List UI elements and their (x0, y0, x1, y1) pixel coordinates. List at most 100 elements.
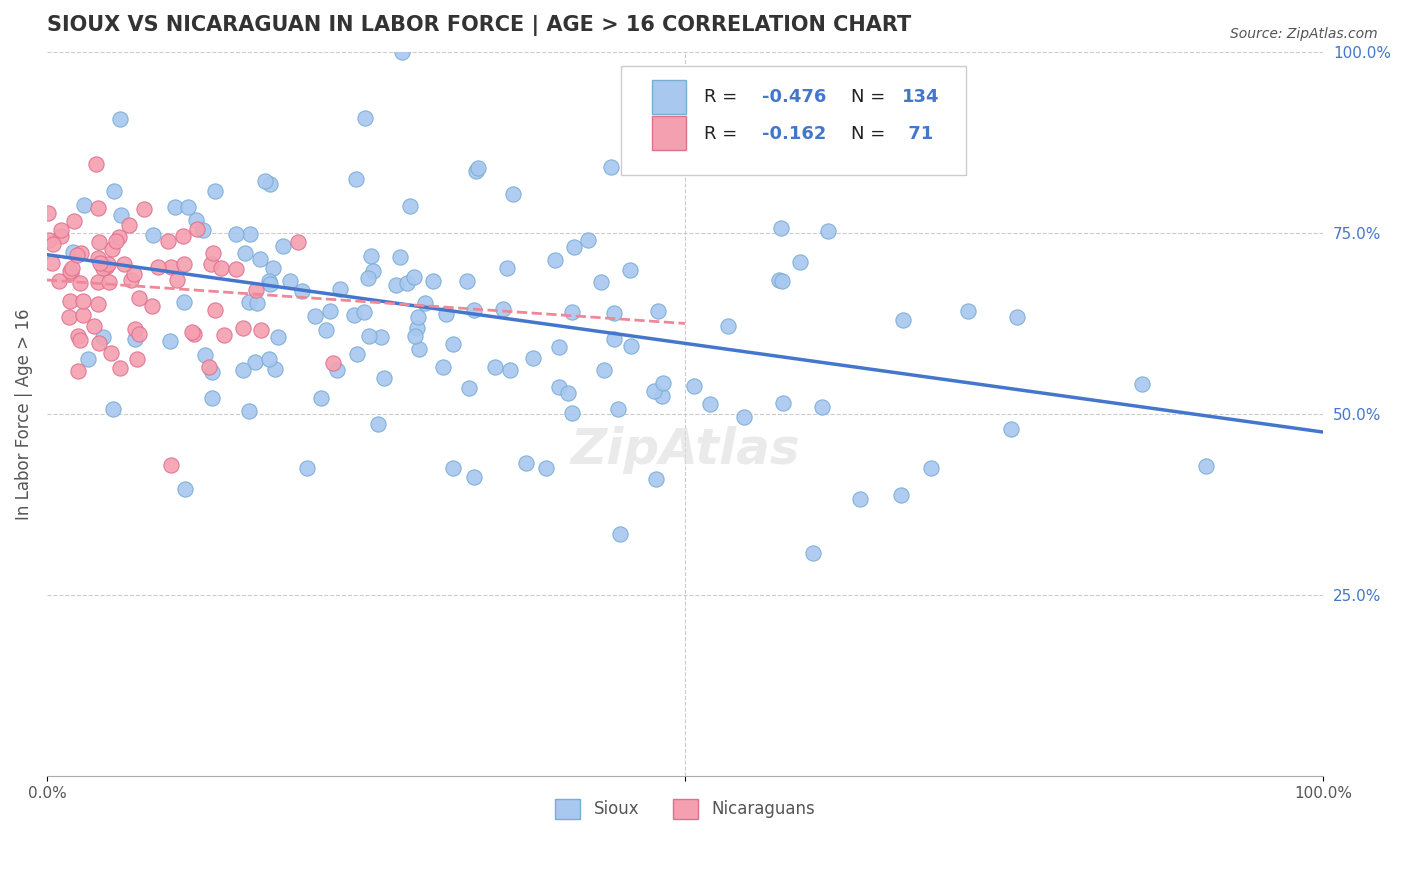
Nicaraguans (84, 157, 107, 171)
Sioux (357, 270, 380, 285)
Sioux (391, 45, 413, 59)
Sioux (404, 329, 426, 343)
Text: 71: 71 (903, 125, 934, 143)
Sioux (173, 295, 195, 310)
Sioux (603, 332, 626, 346)
Sioux (607, 402, 630, 417)
Nicaraguans (166, 273, 188, 287)
Nicaraguans (287, 235, 309, 249)
Sioux (789, 255, 811, 269)
Nicaraguans (156, 234, 179, 248)
Sioux (404, 269, 426, 284)
Nicaraguans (120, 273, 142, 287)
Sioux (891, 313, 914, 327)
Nicaraguans (69, 276, 91, 290)
Nicaraguans (70, 245, 93, 260)
Sioux (495, 261, 517, 276)
FancyBboxPatch shape (652, 80, 686, 114)
Text: -0.476: -0.476 (762, 88, 827, 106)
Nicaraguans (58, 310, 80, 325)
Sioux (267, 330, 290, 344)
Sioux (257, 274, 280, 288)
Text: 134: 134 (903, 88, 939, 106)
Text: Source: ZipAtlas.com: Source: ZipAtlas.com (1230, 27, 1378, 41)
Sioux (620, 339, 643, 353)
Sioux (576, 233, 599, 247)
Nicaraguans (112, 257, 135, 271)
Sioux (271, 239, 294, 253)
Sioux (159, 334, 181, 348)
Sioux (405, 320, 427, 334)
Sioux (591, 275, 613, 289)
Y-axis label: In Labor Force | Age > 16: In Labor Force | Age > 16 (15, 309, 32, 520)
Sioux (295, 461, 318, 475)
Nicaraguans (42, 237, 65, 252)
Sioux (770, 274, 793, 288)
Sioux (920, 460, 942, 475)
Sioux (768, 273, 790, 287)
Nicaraguans (66, 364, 89, 378)
Sioux (62, 245, 84, 260)
Text: N =: N = (851, 88, 891, 106)
Sioux (77, 351, 100, 366)
Sioux (849, 492, 872, 507)
Sioux (651, 376, 673, 390)
Nicaraguans (59, 266, 82, 280)
Sioux (1000, 421, 1022, 435)
Sioux (603, 306, 626, 320)
Sioux (644, 472, 666, 486)
Nicaraguans (160, 260, 183, 274)
FancyBboxPatch shape (621, 66, 966, 175)
Sioux (463, 469, 485, 483)
Nicaraguans (72, 309, 94, 323)
Sioux (592, 362, 614, 376)
Nicaraguans (91, 261, 114, 276)
Sioux (315, 323, 337, 337)
Nicaraguans (159, 458, 181, 472)
Sioux (201, 365, 224, 379)
Sioux (422, 274, 444, 288)
Sioux (534, 461, 557, 475)
Sioux (370, 329, 392, 343)
Sioux (389, 250, 412, 264)
Sioux (733, 410, 755, 425)
Nicaraguans (48, 274, 70, 288)
Sioux (201, 391, 224, 405)
Sioux (262, 261, 284, 276)
Sioux (395, 276, 418, 290)
Nicaraguans (87, 275, 110, 289)
Sioux (406, 310, 429, 325)
Sioux (174, 482, 197, 496)
Sioux (399, 199, 422, 213)
Nicaraguans (212, 327, 235, 342)
Sioux (957, 303, 980, 318)
Nicaraguans (202, 246, 225, 260)
Sioux (599, 160, 621, 174)
Sioux (441, 337, 464, 351)
Sioux (770, 221, 793, 235)
Sioux (259, 178, 281, 192)
Nicaraguans (65, 248, 87, 262)
Sioux (193, 348, 215, 362)
Sioux (801, 546, 824, 560)
Nicaraguans (250, 323, 273, 337)
Sioux (325, 362, 347, 376)
Sioux (360, 249, 382, 263)
Nicaraguans (51, 229, 73, 244)
Sioux (344, 172, 367, 186)
Sioux (502, 187, 524, 202)
Sioux (811, 400, 834, 414)
Sioux (304, 309, 326, 323)
Sioux (457, 381, 479, 395)
Nicaraguans (146, 260, 169, 275)
Nicaraguans (128, 327, 150, 342)
Nicaraguans (69, 333, 91, 347)
Sioux (1130, 377, 1153, 392)
Sioux (373, 370, 395, 384)
Sioux (515, 456, 537, 470)
Sioux (557, 386, 579, 401)
Sioux (564, 240, 586, 254)
Sioux (544, 253, 567, 268)
Text: R =: R = (704, 125, 744, 143)
Nicaraguans (100, 242, 122, 256)
